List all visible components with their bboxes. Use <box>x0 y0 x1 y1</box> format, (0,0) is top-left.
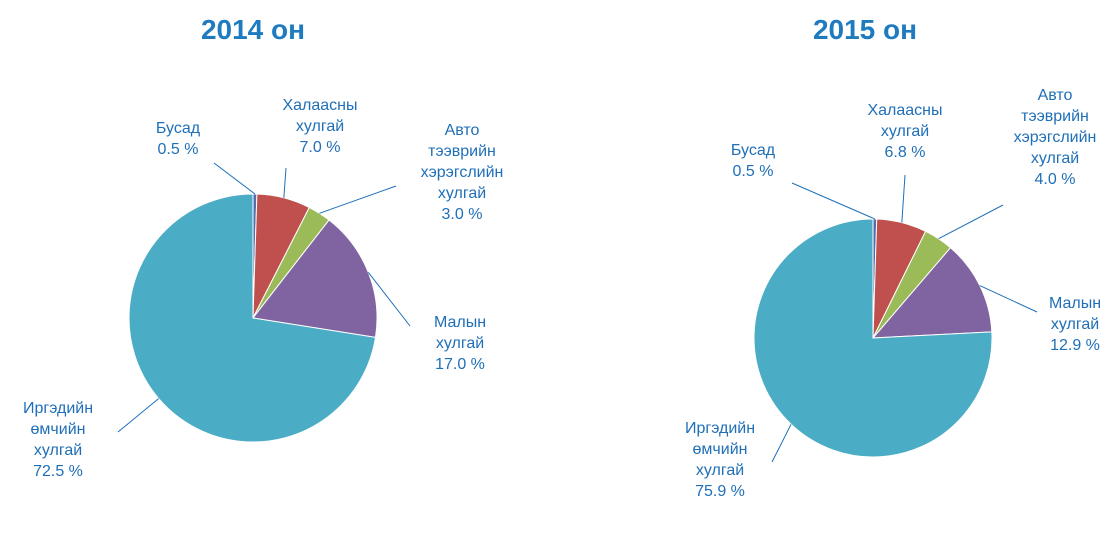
slice-label: Малын хулгай 12.9 % <box>1030 293 1110 356</box>
pie-slice <box>753 218 993 458</box>
leader-line <box>213 162 256 195</box>
leader-line <box>283 167 287 198</box>
chart-title: 2015 он <box>812 14 918 45</box>
leader-line <box>367 272 411 327</box>
category-name: Авто тээврийн хэрэгслийн хулгай <box>420 122 504 202</box>
pie-slice <box>252 219 378 338</box>
category-name: Иргэдийн өмчийн хулгай <box>22 400 94 459</box>
pie-slice <box>871 246 993 339</box>
value-label: 6.8 % <box>884 144 926 161</box>
slice-label: Иргэдийн өмчийн хулгай 72.5 % <box>8 398 108 482</box>
category-name: Малын хулгай <box>433 314 487 352</box>
slice-label: Бусад 0.5 % <box>708 140 798 182</box>
category-name: Халаасны хулгай <box>867 102 943 140</box>
leader-line <box>791 182 876 220</box>
value-label: 7.0 % <box>299 139 341 156</box>
pie-slice <box>128 193 377 443</box>
value-label: 0.5 % <box>157 141 199 158</box>
slice-label: Авто тээврийн хэрэгслийн хулгай 4.0 % <box>1005 85 1105 190</box>
leader-line <box>117 398 160 433</box>
category-name: Иргэдийн өмчийн хулгай <box>684 420 756 479</box>
value-label: 75.9 % <box>695 483 745 500</box>
slice-label: Авто тээврийн хэрэгслийн хулгай 3.0 % <box>414 120 510 225</box>
slice-label: Бусад 0.5 % <box>133 118 223 160</box>
slice-label: Иргэдийн өмчийн хулгай 75.9 % <box>670 418 770 502</box>
value-label: 0.5 % <box>732 163 774 180</box>
leader-line <box>319 185 397 214</box>
value-label: 3.0 % <box>441 206 483 223</box>
leader-line <box>938 204 1004 240</box>
value-label: 72.5 % <box>33 463 83 480</box>
chart-title: 2014 он <box>200 14 306 45</box>
value-label: 12.9 % <box>1050 337 1100 354</box>
slice-label: Малын хулгай 17.0 % <box>415 312 505 375</box>
category-name: Халаасны хулгай <box>282 97 358 135</box>
slice-label: Халаасны хулгай 6.8 % <box>855 100 955 163</box>
leader-line <box>901 174 906 223</box>
category-name: Бусад <box>730 142 776 159</box>
value-label: 17.0 % <box>435 356 485 373</box>
category-name: Авто тээврийн хэрэгслийн хулгай <box>1013 87 1097 167</box>
value-label: 4.0 % <box>1034 171 1076 188</box>
category-name: Бусад <box>155 120 201 137</box>
leader-line <box>771 424 792 463</box>
category-name: Малын хулгай <box>1048 295 1102 333</box>
leader-line <box>979 285 1038 313</box>
slice-label: Халаасны хулгай 7.0 % <box>270 95 370 158</box>
